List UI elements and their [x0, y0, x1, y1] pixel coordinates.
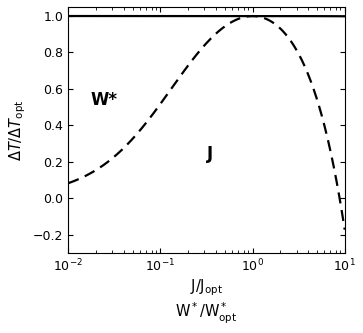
X-axis label: J/J$_{\mathrm{opt}}$
W$^*$/W$^*_{\mathrm{opt}}$: J/J$_{\mathrm{opt}}$ W$^*$/W$^*_{\mathrm…	[175, 277, 238, 326]
Text: W*: W*	[90, 91, 118, 109]
Text: J: J	[207, 146, 213, 164]
Y-axis label: $\Delta T/\Delta T_{\mathrm{opt}}$: $\Delta T/\Delta T_{\mathrm{opt}}$	[7, 99, 28, 161]
